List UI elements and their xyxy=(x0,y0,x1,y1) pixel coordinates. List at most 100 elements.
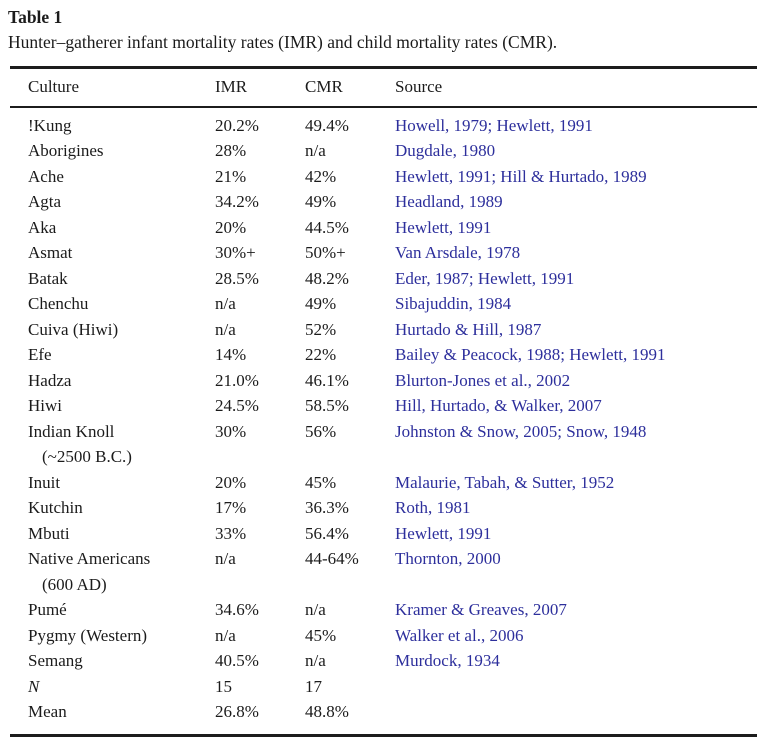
source-citation-link[interactable]: Sibajuddin, 1984 xyxy=(395,294,512,313)
source-cell: Roth, 1981 xyxy=(395,495,757,521)
imr-cell: 30% xyxy=(215,421,247,441)
source-citation-link[interactable]: Hewlett, 1991; Hill & Hurtado, 1989 xyxy=(395,166,647,186)
table-row: Hadza 21.0% 46.1% Blurton-Jones et al., … xyxy=(10,368,757,394)
source-cell: Bailey & Peacock, 1988; Hewlett, 1991 xyxy=(395,342,757,368)
source-cell: Hurtado & Hill, 1987 xyxy=(395,317,757,343)
table-row-mean: Mean 26.8% 48.8% xyxy=(10,699,757,735)
source-cell: Kramer & Greaves, 2007 xyxy=(395,597,757,623)
source-citation-link[interactable]: Murdock, 1934 xyxy=(395,651,500,670)
culture-cell: Indian Knoll (~2500 B.C.) xyxy=(10,419,215,470)
header-row: Culture IMR CMR Source xyxy=(10,67,757,108)
table-row: Semang 40.5% n/a Murdock, 1934 xyxy=(10,648,757,674)
culture-name-line2: (600 AD) xyxy=(42,574,107,594)
imr-cell: 28.5% xyxy=(215,268,259,288)
source-cell: Thornton, 2000 xyxy=(395,546,757,597)
imr-cell: n/a xyxy=(215,319,236,339)
cmr-cell: 46.1% xyxy=(305,370,349,390)
imr-cell: 34.6% xyxy=(215,600,259,619)
table-caption: Hunter–gatherer infant mortality rates (… xyxy=(8,32,558,52)
cmr-cell: 49% xyxy=(305,192,337,211)
culture-cell: Semang xyxy=(28,651,83,670)
table-row: Mbuti 33% 56.4% Hewlett, 1991 xyxy=(10,521,757,547)
culture-name: Native Americans xyxy=(28,549,151,568)
culture-cell: !Kung xyxy=(28,115,72,135)
cmr-cell: 48.8% xyxy=(305,702,349,721)
source-citation-link[interactable]: Walker et al., 2006 xyxy=(395,625,524,645)
culture-cell: Hiwi xyxy=(28,396,62,415)
imr-cell: n/a xyxy=(215,294,236,313)
culture-cell: Aborigines xyxy=(28,141,104,160)
cmr-cell: n/a xyxy=(305,651,326,670)
cmr-cell: 44.5% xyxy=(305,217,349,237)
culture-cell: Aka xyxy=(28,217,57,237)
culture-cell: Hadza xyxy=(28,370,72,390)
source-citation-link[interactable]: Eder, 1987; Hewlett, 1991 xyxy=(395,268,575,288)
source-cell: Sibajuddin, 1984 xyxy=(395,291,757,317)
source-citation-link[interactable]: Hewlett, 1991 xyxy=(395,217,492,237)
table-body: !Kung 20.2% 49.4% Howell, 1979; Hewlett,… xyxy=(10,107,757,736)
culture-cell: Agta xyxy=(28,192,62,211)
source-citation-link[interactable]: Headland, 1989 xyxy=(395,192,503,211)
table-row-n-count: N 15 17 xyxy=(10,674,757,700)
source-citation-link[interactable]: Kramer & Greaves, 2007 xyxy=(395,600,567,619)
table-row: Ache 21% 42% Hewlett, 1991; Hill & Hurta… xyxy=(10,164,757,190)
source-cell: Dugdale, 1980 xyxy=(395,138,757,164)
cmr-cell: n/a xyxy=(305,600,326,619)
culture-cell: Batak xyxy=(28,268,68,288)
source-citation-link[interactable]: Thornton, 2000 xyxy=(395,549,501,568)
source-citation-link[interactable]: Malaurie, Tabah, & Sutter, 1952 xyxy=(395,472,615,492)
imr-cell: n/a xyxy=(215,625,236,645)
table-row: Native Americans (600 AD) n/a 44-64% Thor… xyxy=(10,546,757,597)
source-citation-link[interactable]: Johnston & Snow, 2005; Snow, 1948 xyxy=(395,421,647,441)
culture-cell: Kutchin xyxy=(28,498,83,517)
source-cell: Hewlett, 1991 xyxy=(395,521,757,547)
imr-cell: 20% xyxy=(215,217,247,237)
culture-cell: Pygmy (Western) xyxy=(28,625,148,645)
source-citation-link[interactable]: Van Arsdale, 1978 xyxy=(395,243,521,262)
source-cell: Johnston & Snow, 2005; Snow, 1948 xyxy=(395,419,757,470)
culture-name-line2: (~2500 B.C.) xyxy=(42,447,132,466)
table-row: Pumé 34.6% n/a Kramer & Greaves, 2007 xyxy=(10,597,757,623)
culture-cell: Efe xyxy=(28,345,52,364)
cmr-cell: 48.2% xyxy=(305,268,349,288)
source-cell: Howell, 1979; Hewlett, 1991 xyxy=(395,107,757,139)
source-citation-link[interactable]: Howell, 1979; Hewlett, 1991 xyxy=(395,115,593,135)
source-cell: Hill, Hurtado, & Walker, 2007 xyxy=(395,393,757,419)
source-citation-link[interactable]: Bailey & Peacock, 1988; Hewlett, 1991 xyxy=(395,345,666,364)
source-citation-link[interactable]: Hewlett, 1991 xyxy=(395,523,492,543)
column-header-source: Source xyxy=(395,67,757,108)
table-header: Culture IMR CMR Source xyxy=(10,67,757,108)
table-row: Chenchu n/a 49% Sibajuddin, 1984 xyxy=(10,291,757,317)
source-citation-link[interactable]: Dugdale, 1980 xyxy=(395,141,496,160)
source-cell: Walker et al., 2006 xyxy=(395,623,757,649)
source-cell: Murdock, 1934 xyxy=(395,648,757,674)
column-header-imr: IMR xyxy=(215,67,305,108)
table-row: Batak 28.5% 48.2% Eder, 1987; Hewlett, 1… xyxy=(10,266,757,292)
imr-cell: n/a xyxy=(215,549,236,568)
table-row: Aka 20% 44.5% Hewlett, 1991 xyxy=(10,215,757,241)
source-cell: Blurton-Jones et al., 2002 xyxy=(395,368,757,394)
imr-cell: 24.5% xyxy=(215,396,259,415)
table-row: Indian Knoll (~2500 B.C.) 30% 56% Johnsto… xyxy=(10,419,757,470)
cmr-cell: 50%+ xyxy=(305,243,346,262)
cmr-cell: 36.3% xyxy=(305,498,349,517)
culture-cell: Mean xyxy=(28,702,67,721)
source-citation-link[interactable]: Roth, 1981 xyxy=(395,498,471,517)
culture-cell: Inuit xyxy=(28,472,61,492)
source-citation-link[interactable]: Blurton-Jones et al., 2002 xyxy=(395,370,571,390)
source-citation-link[interactable]: Hurtado & Hill, 1987 xyxy=(395,319,542,339)
culture-name: Indian Knoll xyxy=(28,421,115,441)
source-citation-link[interactable]: Hill, Hurtado, & Walker, 2007 xyxy=(395,396,602,415)
table-row: !Kung 20.2% 49.4% Howell, 1979; Hewlett,… xyxy=(10,107,757,139)
cmr-cell: 45% xyxy=(305,472,337,492)
culture-cell: Ache xyxy=(28,166,64,186)
column-header-cmr: CMR xyxy=(305,67,395,108)
imr-cell: 30%+ xyxy=(215,243,256,262)
table-row: Agta 34.2% 49% Headland, 1989 xyxy=(10,189,757,215)
table-row: Kutchin 17% 36.3% Roth, 1981 xyxy=(10,495,757,521)
source-cell xyxy=(395,699,757,735)
culture-cell: Cuiva (Hiwi) xyxy=(28,319,119,339)
imr-cell: 14% xyxy=(215,345,247,364)
cmr-cell: 56% xyxy=(305,421,337,441)
